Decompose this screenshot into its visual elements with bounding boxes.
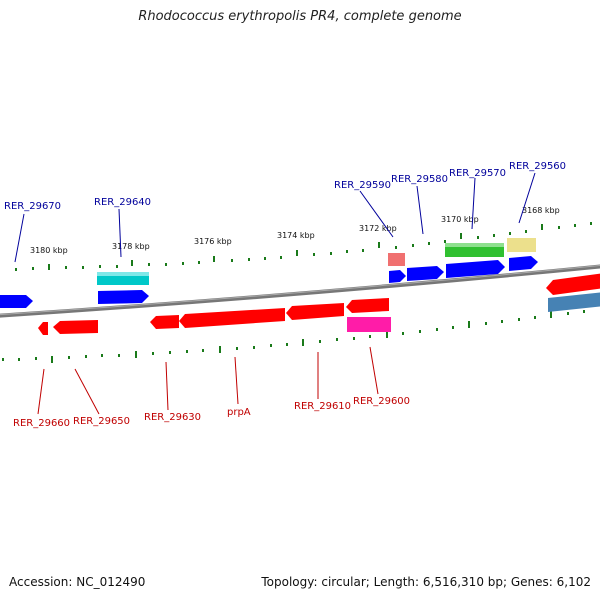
gene-rer-29640[interactable] xyxy=(98,290,149,304)
gene-label-rer-29580: RER_29580 xyxy=(391,174,448,185)
scale-label: 3172 kbp xyxy=(359,224,397,233)
forward-label-leaders xyxy=(14,172,536,263)
gene-blue-570b[interactable] xyxy=(446,260,505,278)
gene-rer-29600[interactable] xyxy=(347,317,391,332)
forward-genes xyxy=(0,238,600,312)
gene-rer-29610[interactable] xyxy=(286,303,344,320)
gene-label-prpa: prpA xyxy=(227,407,251,418)
reverse-label-leaders xyxy=(37,346,379,415)
scale-label: 3178 kbp xyxy=(112,242,150,251)
gene-red-right[interactable] xyxy=(546,273,600,295)
gene-rer-29590[interactable] xyxy=(389,270,406,283)
gene-label-rer-29670: RER_29670 xyxy=(4,201,61,212)
gene-label-rer-29600: RER_29600 xyxy=(353,396,410,407)
gene-label-rer-29640: RER_29640 xyxy=(94,197,151,208)
scale-label: 3180 kbp xyxy=(30,246,68,255)
gene-rer-29650[interactable] xyxy=(53,320,98,334)
gene-rer-29630[interactable] xyxy=(150,315,179,329)
gene-rer-29660[interactable] xyxy=(38,322,48,335)
scale-label: 3174 kbp xyxy=(277,231,315,240)
genome-backbone-highlight xyxy=(0,264,600,316)
gene-label-rer-29660: RER_29660 xyxy=(13,418,70,429)
scale-label: 3170 kbp xyxy=(441,215,479,224)
gene-red-600a[interactable] xyxy=(346,298,389,313)
topology-text: Topology: circular; Length: 6,516,310 bp… xyxy=(261,575,591,589)
map-title: Rhodococcus erythropolis PR4, complete g… xyxy=(138,9,462,24)
gene-label-rer-29650: RER_29650 xyxy=(73,416,130,427)
gene-rer-29560[interactable] xyxy=(507,238,536,252)
outer-tick-marks xyxy=(15,222,592,271)
gene-blue-560b[interactable] xyxy=(509,256,538,271)
gene-prpa[interactable] xyxy=(179,308,285,328)
gene-label-rer-29590: RER_29590 xyxy=(334,180,391,191)
gene-steel[interactable] xyxy=(548,292,600,312)
gene-label-rer-29570: RER_29570 xyxy=(449,168,506,179)
gene-label-rer-29560: RER_29560 xyxy=(509,161,566,172)
inner-tick-marks xyxy=(2,310,585,363)
genome-backbone xyxy=(0,264,600,318)
scale-label: 3168 kbp xyxy=(522,206,560,215)
accession-text: Accession: NC_012490 xyxy=(9,575,146,589)
gene-rer-29670[interactable] xyxy=(0,295,33,308)
reverse-genes xyxy=(38,298,391,335)
gene-label-rer-29610: RER_29610 xyxy=(294,401,351,412)
gene-label-rer-29630: RER_29630 xyxy=(144,412,201,423)
scale-label: 3176 kbp xyxy=(194,237,232,246)
gene-rer-29580[interactable] xyxy=(407,266,444,281)
gene-pink[interactable] xyxy=(388,253,405,266)
